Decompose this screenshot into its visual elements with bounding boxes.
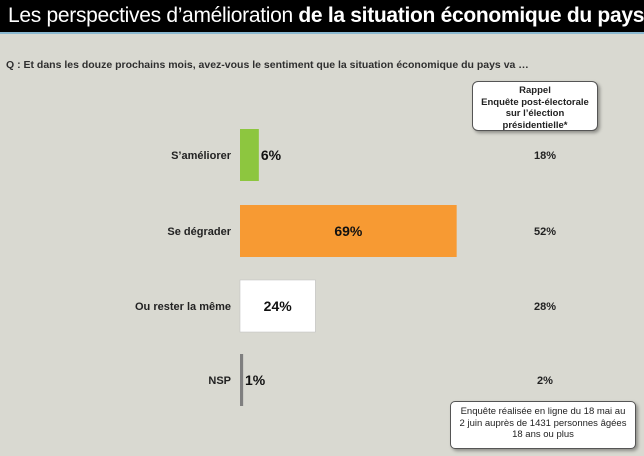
title-part-2: de la situation économique du pays [298,4,644,27]
recall-value: 28% [534,301,556,313]
category-label: NSP [208,375,231,387]
category-label: Ou rester la même [135,301,231,313]
recall-value: 2% [537,375,553,387]
value-label: 24% [264,298,293,314]
header-rule [0,32,644,34]
bar [239,279,316,333]
page-title: Les perspectives d’amélioration de la si… [8,0,644,32]
recall-value: 52% [534,226,556,238]
methodology-note: Enquête réalisée en ligne du 18 mai au 2… [450,401,636,449]
category-label: S’améliorer [171,150,232,162]
title-part-1: Les perspectives d’amélioration [8,4,299,27]
category-label: Se dégrader [167,226,231,238]
rappel-line-4: présidentielle* [502,119,568,131]
value-label: 1% [245,372,266,388]
rappel-line-3: sur l’élection [505,108,565,119]
bar [240,129,259,181]
value-label: 69% [334,223,363,239]
survey-question: Q : Et dans les douze prochains mois, av… [6,59,529,71]
rappel-line-1: Rappel [519,85,551,96]
value-label: 6% [261,147,282,163]
page-header: Les perspectives d’amélioration de la si… [0,0,644,34]
bar [240,205,457,257]
rappel-box: Rappel Enquête post-électorale sur l’éle… [472,81,598,131]
bar [240,354,244,406]
recall-value: 18% [534,150,556,162]
rappel-line-2: Enquête post-électorale [481,96,589,108]
